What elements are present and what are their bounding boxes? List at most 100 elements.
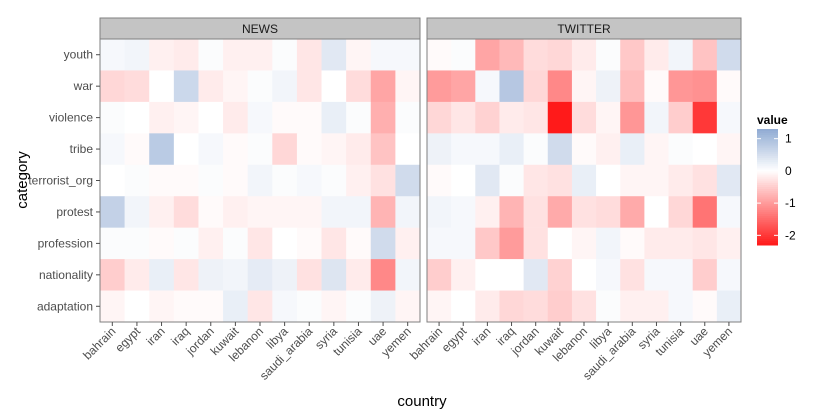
heatmap-cell [370,227,396,260]
heatmap-cell [451,290,476,323]
heatmap-cell [395,227,421,260]
legend-color-step [757,129,778,132]
heatmap-cell [321,164,347,197]
heatmap-cell [475,227,500,260]
heatmap-cell [571,70,597,103]
heatmap-cell [100,101,125,134]
legend-color-step [757,202,778,205]
heatmap-cell [644,39,669,71]
y-tick-label: adaptation [37,299,93,313]
heatmap-cell [124,227,150,260]
heatmap-cell [198,133,224,166]
legend-color-step [757,138,778,142]
heatmap-cell [692,290,718,323]
facet-panels: NEWS TWITTER [99,17,742,323]
heatmap-cell [247,164,273,197]
heatmap-cell [321,259,347,291]
heatmap-cell [523,227,549,260]
heatmap-cell [716,133,742,166]
heatmap-cell [475,164,500,197]
heatmap-cell [321,133,347,166]
legend-color-step [757,169,778,173]
heatmap-cell [475,196,500,228]
heatmap-cell [272,101,298,134]
heatmap-cell [523,290,549,323]
heatmap-cell [198,39,224,71]
heatmap-cell [451,101,476,134]
heatmap-cell [272,290,298,323]
heatmap-cell [149,164,175,197]
legend-color-step [757,208,778,211]
heatmap-cell [668,101,693,134]
legend-color-step [757,146,778,149]
legend-color-step [757,154,778,157]
legend-color-step [757,165,778,169]
heatmap-cell [272,39,298,71]
heatmap-cell [223,70,248,103]
heatmap-cell [547,290,573,323]
x-tick-label: iran [469,324,493,348]
heatmap-cell [395,39,421,71]
y-tick-label: youth [64,48,93,62]
heatmap-cell [523,133,549,166]
legend-color-step [757,171,778,174]
heatmap-cell [523,101,549,134]
heatmap-cell [173,290,199,323]
heatmap-cell [547,70,573,103]
heatmap-cell [395,70,421,103]
heatmap-cell [427,259,452,291]
heatmap-cell [499,101,524,134]
color-legend: value 1 0 -1 -2 [757,113,796,246]
legend-color-step [757,200,778,203]
legend-color-step [757,219,778,223]
heatmap-cell [475,290,500,323]
heatmap-cell [346,259,372,291]
heatmap-cell [370,70,396,103]
heatmap-cell [173,259,199,291]
heatmap-cell [547,101,573,134]
legend-color-step [757,198,778,202]
heatmap-cell [692,227,718,260]
heatmap-cell [716,164,742,197]
facet-strip-label: TWITTER [557,22,611,36]
y-tick-label: nationality [39,268,93,282]
heatmap-cell [668,39,693,71]
heatmap-cell [716,70,742,103]
legend-color-step [757,221,778,225]
x-tick-label: egypt [112,324,143,355]
legend-color-step [757,185,778,188]
legend-color-step [757,227,778,231]
heatmap-cell [296,39,322,71]
heatmap-cell [173,164,199,197]
heatmap-cell [321,196,347,228]
heatmap-cell [644,101,669,134]
heatmap-cell [149,259,175,291]
legend-color-step [757,241,778,244]
heatmap-cell [571,39,597,71]
heatmap-cell [547,39,573,71]
heatmap-cell [124,164,150,197]
heatmap-cell [370,101,396,134]
heatmap-cell [173,133,199,166]
heatmap-cell [100,164,125,197]
heatmap-cell [668,70,693,103]
heatmap-cell [173,101,199,134]
heatmap-cell [198,259,224,291]
heatmap-cell [346,101,372,134]
heatmap-cell [223,259,248,291]
heatmap-cell [370,39,396,71]
heatmap-cell [644,70,669,103]
heatmap-cell [346,196,372,228]
legend-color-step [757,187,778,190]
heatmap-cell [272,259,298,291]
heatmap-cell [547,164,573,197]
heatmap-cell [173,39,199,71]
heatmap-cell [395,290,421,323]
heatmap-cell [427,164,452,197]
heatmap-cell [100,259,125,291]
heatmap-cell [173,70,199,103]
heatmap-cell [620,259,645,291]
legend-color-step [757,237,778,240]
heatmap-cell [100,290,125,323]
